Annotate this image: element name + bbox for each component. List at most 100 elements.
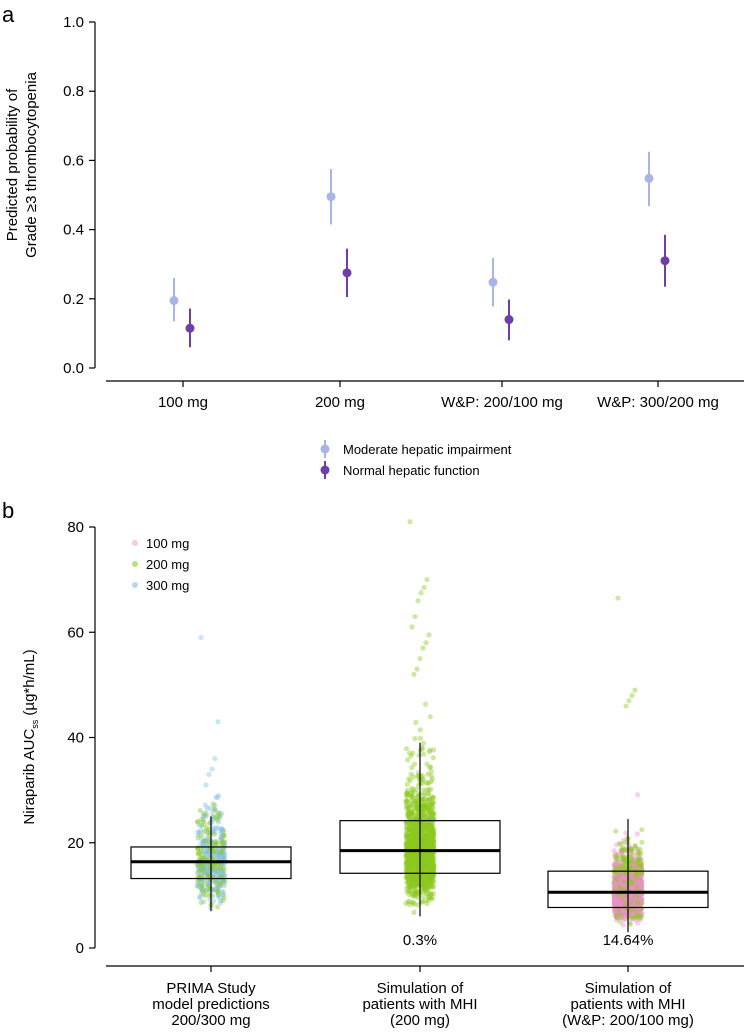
data-point (404, 824, 410, 830)
data-point (404, 873, 410, 879)
data-point (404, 805, 410, 812)
data-point (215, 870, 221, 876)
data-point (407, 820, 413, 826)
data-point (405, 844, 411, 851)
data-point (214, 869, 220, 875)
data-point (413, 865, 419, 871)
data-point (214, 888, 220, 895)
data-point (414, 820, 420, 826)
data-point (198, 855, 205, 861)
data-point (218, 851, 225, 858)
data-point (426, 796, 432, 802)
data-point (424, 877, 430, 884)
data-point (405, 813, 411, 819)
data-point (420, 838, 426, 844)
data-point (405, 859, 411, 865)
data-point (631, 894, 637, 900)
data-point (410, 828, 416, 835)
data-point (414, 805, 420, 812)
data-point (422, 823, 428, 829)
data-point (429, 836, 435, 842)
data-point (410, 841, 416, 847)
data-point (408, 834, 414, 841)
data-point (413, 822, 419, 828)
data-point (407, 861, 413, 867)
data-point (409, 868, 415, 874)
data-point (406, 863, 412, 870)
data-point (423, 854, 429, 860)
data-point (426, 838, 432, 844)
data-point (213, 851, 220, 857)
data-point (428, 828, 434, 834)
data-point (429, 878, 435, 884)
data-point (428, 824, 434, 830)
data-point (411, 859, 417, 865)
data-point (408, 854, 414, 861)
data-point (198, 866, 204, 872)
data-point (219, 856, 225, 862)
normal-point (185, 323, 195, 333)
data-point (407, 864, 413, 870)
data-point (407, 859, 413, 865)
data-point (412, 857, 418, 863)
data-point (412, 878, 418, 884)
data-point (199, 823, 205, 829)
data-point (424, 824, 430, 830)
data-point (404, 793, 410, 799)
data-point (403, 842, 409, 848)
data-point (428, 808, 434, 814)
data-point (425, 840, 431, 846)
data-point (413, 863, 419, 869)
data-point (412, 881, 418, 887)
data-point (201, 899, 207, 905)
data-point (414, 812, 420, 818)
data-point (404, 875, 411, 881)
moderate-point (644, 173, 654, 183)
data-point (219, 848, 225, 854)
data-point (405, 863, 411, 870)
data-point (421, 860, 428, 866)
data-point (209, 887, 215, 893)
data-point (411, 761, 418, 767)
data-point (615, 898, 621, 905)
data-point (199, 882, 205, 888)
data-point (429, 830, 435, 836)
data-point (420, 899, 426, 905)
data-point (408, 851, 414, 857)
data-point (421, 826, 427, 832)
data-point (411, 876, 417, 882)
data-point (419, 868, 425, 874)
panel-a-x-tick-label: W&P: 300/200 mg (597, 394, 719, 411)
outlier-point (414, 666, 420, 672)
data-point (201, 848, 207, 854)
data-point (413, 860, 419, 866)
data-point (215, 869, 221, 876)
data-point (404, 854, 410, 860)
data-point (414, 858, 420, 864)
data-point (205, 871, 211, 877)
data-point (407, 856, 413, 862)
data-point (417, 735, 423, 741)
data-point (422, 701, 429, 707)
data-point (215, 868, 221, 874)
data-point (425, 828, 431, 834)
data-point (217, 873, 223, 879)
data-point (428, 880, 434, 886)
outlier-point (209, 766, 215, 772)
data-point (405, 853, 411, 860)
data-point (406, 809, 412, 815)
data-point (423, 836, 429, 842)
data-point (411, 879, 417, 886)
data-point (413, 866, 419, 872)
data-point (414, 798, 420, 804)
data-point (419, 836, 426, 842)
data-point (218, 888, 224, 895)
legend-200mg-label: 200 mg (146, 557, 189, 572)
x-tick-label-line: 200/300 mg (171, 1012, 250, 1029)
data-point (429, 854, 435, 860)
data-point (404, 842, 410, 848)
data-point (425, 863, 431, 870)
data-point (403, 875, 409, 881)
data-point (206, 873, 212, 880)
data-point (195, 832, 201, 838)
